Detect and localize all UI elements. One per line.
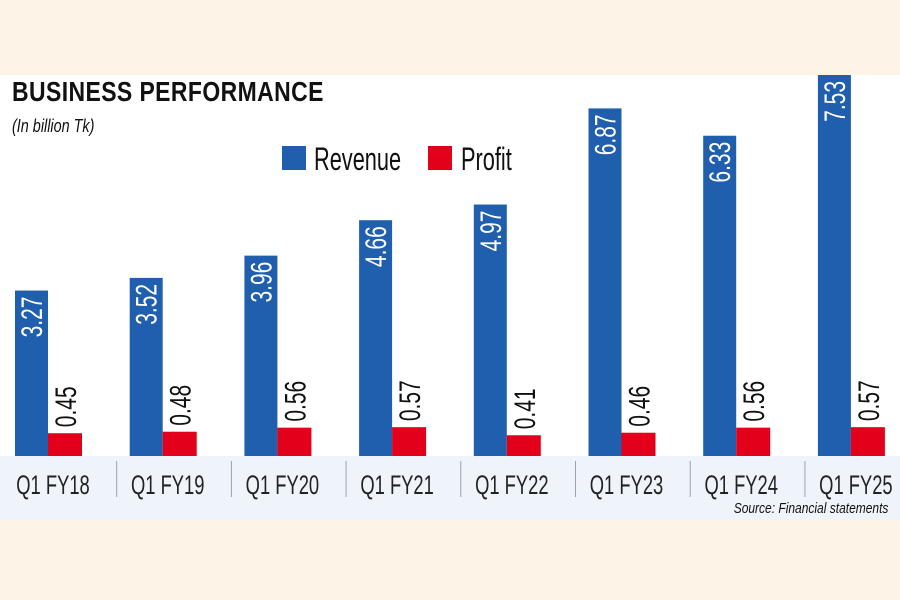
revenue-label: 4.66	[361, 226, 393, 267]
revenue-bar	[473, 204, 507, 456]
profit-label: 0.57	[395, 380, 427, 421]
profit-label: 0.45	[51, 386, 83, 427]
legend-profit-label: Profit	[461, 141, 512, 177]
profit-label: 0.48	[165, 385, 197, 426]
x-tick-label: Q1 FY19	[131, 469, 204, 499]
profit-bar	[162, 431, 197, 456]
revenue-label: 4.97	[475, 211, 507, 252]
revenue-bar	[244, 255, 278, 456]
profit-bar	[621, 432, 656, 456]
profit-bar	[850, 427, 885, 456]
legend-profit-swatch	[428, 146, 452, 170]
profit-label: 0.46	[624, 386, 656, 427]
source-note: Source: Financial statements	[733, 500, 888, 517]
profit-label: 0.57	[853, 380, 885, 421]
profit-label: 0.56	[739, 381, 771, 422]
x-tick-label: Q1 FY24	[704, 469, 778, 499]
x-tick-label: Q1 FY23	[590, 469, 663, 499]
profit-bar	[48, 433, 82, 456]
revenue-bar	[129, 277, 163, 456]
profit-label: 0.41	[509, 388, 541, 429]
profit-bar	[277, 427, 312, 456]
profit-bar	[506, 435, 541, 456]
x-tick-label: Q1 FY22	[475, 469, 548, 499]
chart-subtitle: (In billion Tk)	[12, 116, 95, 136]
x-tick-label: Q1 FY20	[246, 469, 319, 499]
legend-revenue-swatch	[282, 146, 306, 170]
x-tick-label: Q1 FY18	[16, 469, 89, 499]
x-tick-label: Q1 FY21	[360, 469, 433, 499]
revenue-bar	[15, 290, 48, 456]
revenue-label: 3.96	[246, 262, 278, 303]
x-axis-band	[0, 456, 900, 520]
revenue-label: 6.33	[705, 142, 737, 183]
profit-bar	[392, 427, 427, 456]
profit-bar	[736, 427, 771, 456]
chart-title: BUSINESS PERFORMANCE	[12, 76, 324, 107]
revenue-label: 3.27	[17, 297, 49, 338]
x-tick-label: Q1 FY25	[819, 469, 892, 499]
revenue-bar	[817, 75, 851, 456]
revenue-bar	[588, 108, 622, 457]
legend-revenue-label: Revenue	[314, 141, 401, 177]
revenue-bar	[359, 220, 393, 456]
revenue-label: 7.53	[819, 81, 851, 122]
revenue-label: 6.87	[590, 114, 622, 155]
profit-label: 0.56	[280, 381, 312, 422]
revenue-bar	[703, 135, 737, 456]
revenue-label: 3.52	[131, 284, 163, 325]
